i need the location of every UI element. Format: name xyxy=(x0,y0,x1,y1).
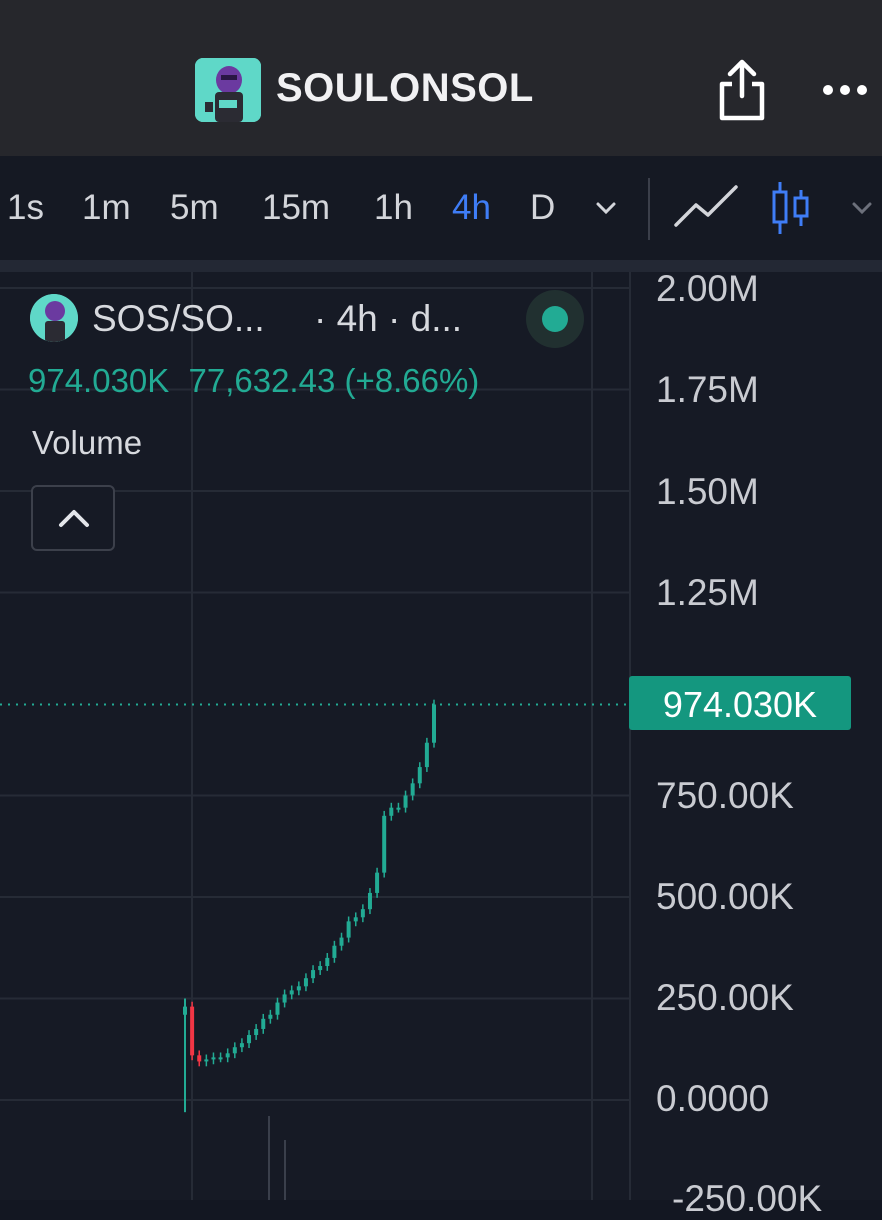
volume-bar xyxy=(284,1140,286,1200)
legend-values: 974.030K 77,632.43 (+8.66%) xyxy=(28,362,479,400)
volume-label: Volume xyxy=(32,424,143,461)
legend-token-logo xyxy=(30,294,78,342)
timeframe-D[interactable]: D xyxy=(530,188,556,227)
line-chart-button[interactable] xyxy=(674,183,738,229)
candle-body xyxy=(218,1057,223,1060)
price-axis-label: 1.50M xyxy=(656,471,759,512)
candle-body xyxy=(232,1047,237,1054)
chevron-up-icon xyxy=(59,510,89,527)
candle-body xyxy=(382,815,387,873)
candle-body xyxy=(268,1014,273,1019)
price-axis-label: -250.00K xyxy=(672,1178,823,1219)
timeframe-5m[interactable]: 5m xyxy=(170,188,219,227)
more-horizontal-icon xyxy=(823,85,867,95)
candle-body xyxy=(282,994,287,1003)
candle-body xyxy=(311,970,316,979)
candle-body xyxy=(190,1006,195,1056)
legend-price: 974.030K xyxy=(28,362,170,399)
volume-bar xyxy=(268,1116,270,1200)
candle-body xyxy=(296,986,301,991)
timeframe-dropdown[interactable] xyxy=(592,196,620,220)
price-axis-label: 1.75M xyxy=(656,369,759,410)
candle-body xyxy=(254,1028,259,1036)
market-status-indicator[interactable] xyxy=(526,290,584,348)
candle-body xyxy=(375,872,380,893)
candle-body xyxy=(424,742,429,768)
token-title: SOULONSOL xyxy=(276,66,534,110)
candle-body xyxy=(339,937,344,946)
candle-body xyxy=(410,783,415,796)
candle-body xyxy=(289,990,294,995)
share-button[interactable] xyxy=(716,58,768,122)
legend-interval: · 4h · d... xyxy=(314,298,463,339)
candle-body xyxy=(389,807,394,816)
timeframe-1s[interactable]: 1s xyxy=(7,188,44,227)
candle-body xyxy=(396,807,401,810)
current-price-badge: 974.030K xyxy=(629,676,851,730)
timeframe-1h[interactable]: 1h xyxy=(374,188,413,227)
price-axis-label: 250.00K xyxy=(656,977,794,1018)
candle-body xyxy=(225,1053,230,1058)
candle-body xyxy=(417,767,422,784)
candle-body xyxy=(247,1035,252,1044)
timeframe-1m[interactable]: 1m xyxy=(82,188,131,227)
pepe-soul-logo-icon xyxy=(30,294,78,342)
timeframe-4h[interactable]: 4h xyxy=(452,188,491,227)
candle-body xyxy=(346,921,351,938)
more-button[interactable] xyxy=(820,76,870,104)
timeframe-bar xyxy=(0,156,882,260)
current-price-label: 974.030K xyxy=(662,684,818,725)
price-axis-label: 750.00K xyxy=(656,775,794,816)
price-axis-label: 1.25M xyxy=(656,572,759,613)
candle-body xyxy=(325,957,330,967)
chevron-down-icon xyxy=(596,202,616,215)
candle-body xyxy=(204,1059,209,1062)
price-axis-label: 2.00M xyxy=(656,268,759,309)
legend-symbol[interactable]: SOS/SO... xyxy=(92,298,265,339)
candle-body xyxy=(318,966,323,971)
candle-body xyxy=(332,945,337,958)
candle-body xyxy=(403,795,408,808)
chart-panel[interactable] xyxy=(0,272,882,1200)
candle-body xyxy=(211,1057,216,1060)
candle-body xyxy=(432,704,436,743)
candle-body xyxy=(303,978,308,987)
candle-body xyxy=(360,909,365,918)
candle-body xyxy=(367,892,372,910)
legend-change: 77,632.43 (+8.66%) xyxy=(188,362,480,399)
candlestick-icon xyxy=(772,182,809,234)
price-axis-label: 0.0000 xyxy=(656,1078,770,1119)
panel-separator xyxy=(0,260,882,272)
candle-body xyxy=(353,917,358,922)
chevron-down-icon xyxy=(852,202,872,215)
candle-body xyxy=(275,1002,280,1015)
pepe-soul-logo-icon xyxy=(195,58,261,122)
collapse-legend-button[interactable] xyxy=(31,485,115,551)
price-chart[interactable] xyxy=(0,272,882,1200)
line-chart-icon xyxy=(674,185,738,227)
price-axis-label: 500.00K xyxy=(656,876,794,917)
toolbar-divider xyxy=(648,178,650,240)
status-dot xyxy=(542,306,568,332)
app-header xyxy=(0,0,882,156)
chart-type-dropdown[interactable] xyxy=(848,196,876,220)
candle-body xyxy=(239,1043,244,1048)
candlestick-chart-button[interactable] xyxy=(770,180,812,236)
candle-body xyxy=(197,1055,202,1062)
timeframe-15m[interactable]: 15m xyxy=(262,188,331,227)
token-logo xyxy=(195,58,261,122)
share-icon xyxy=(719,59,765,121)
candle-body xyxy=(261,1018,266,1029)
